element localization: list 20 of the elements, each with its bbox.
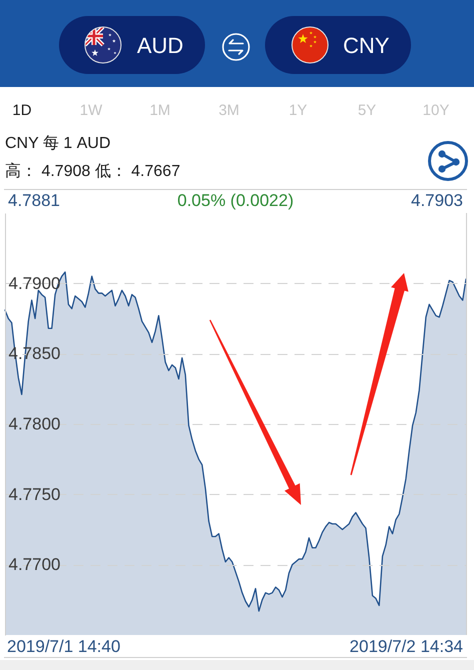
text: 10Y — [422, 101, 450, 121]
text: 5Y — [356, 101, 378, 121]
text: 4.7881 — [8, 191, 60, 211]
y-tick-label: 4.7900 — [8, 274, 60, 293]
text: 1D — [11, 101, 33, 121]
text: 0.05% (0.0022) — [176, 191, 295, 211]
text: 2019/7/2 14:34 — [350, 637, 463, 657]
text: 4.7903 — [411, 191, 463, 211]
text: 1M — [148, 101, 172, 121]
text: 1Y — [288, 101, 308, 121]
chart-subtitle: 高： 4.7908 低： 4.7667 — [5, 162, 180, 182]
text: CNY — [343, 32, 390, 60]
text: 1W — [78, 101, 104, 121]
text: 2019/7/1 14:40 — [7, 637, 120, 657]
text: 3M — [218, 101, 240, 121]
y-tick-label: 4.7800 — [8, 414, 60, 434]
y-tick-label: 4.7750 — [8, 484, 60, 504]
chart-title: CNY 每 1 AUD — [5, 134, 111, 154]
y-tick-label: 4.7700 — [8, 555, 60, 574]
text: AUD — [137, 32, 184, 60]
